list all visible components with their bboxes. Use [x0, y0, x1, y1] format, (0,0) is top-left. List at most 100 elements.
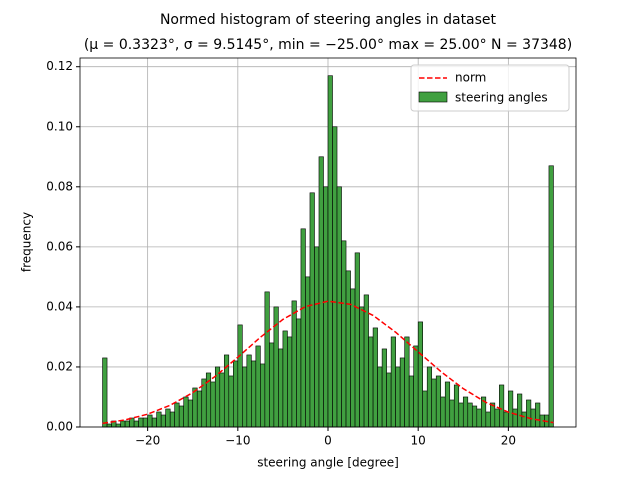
histogram-bar: [359, 306, 365, 428]
histogram-bar: [192, 387, 198, 428]
y-tick-label: 0.02: [46, 359, 73, 373]
x-tick-label: 20: [501, 434, 516, 448]
histogram-bar: [282, 330, 288, 428]
histogram-bar: [354, 252, 360, 428]
histogram-bar: [462, 396, 469, 428]
histogram-bar: [183, 396, 189, 428]
histogram-bar: [431, 378, 437, 428]
histogram-bar: [404, 336, 410, 428]
norm-curve: [102, 300, 554, 425]
histogram-bar: [512, 408, 518, 428]
y-tick-label: 0.08: [46, 179, 73, 193]
histogram-bar: [390, 336, 396, 428]
histogram-bar: [471, 405, 478, 428]
legend-swatch: [418, 91, 448, 103]
histogram-bar: [255, 345, 261, 428]
histogram-bar: [278, 348, 284, 428]
histogram-bar: [115, 423, 121, 428]
histogram-bar: [422, 390, 428, 428]
histogram-bar: [341, 240, 347, 428]
histogram-bar: [526, 399, 532, 428]
histogram-bar: [242, 366, 248, 428]
histogram-bar: [237, 324, 243, 428]
histogram-bar: [246, 354, 252, 428]
histogram-bar: [449, 399, 455, 428]
histogram-bar: [169, 411, 175, 428]
histogram-bar: [426, 366, 433, 428]
histogram-bar: [196, 390, 203, 428]
histogram-bar: [458, 402, 464, 428]
x-axis-label: steering angle [degree]: [257, 456, 399, 470]
histogram-bar: [476, 408, 482, 428]
histogram-bar: [327, 75, 333, 428]
histogram-bar: [314, 246, 320, 428]
histogram-bar: [305, 276, 311, 428]
legend-box: [410, 64, 570, 112]
histogram-bar: [287, 336, 293, 428]
x-tick-label: −20: [135, 434, 160, 448]
y-tick-label: 0.06: [46, 239, 73, 253]
histogram-bar: [494, 408, 500, 428]
histogram-bar: [160, 414, 166, 428]
histogram-bar: [102, 357, 108, 428]
histogram-bar: [517, 393, 523, 428]
y-tick-label: 0.04: [46, 299, 73, 313]
histogram-bar: [503, 411, 509, 428]
histogram-bar: [300, 228, 306, 428]
histogram-bar: [435, 375, 442, 428]
histogram-bar: [309, 192, 315, 428]
chart-title: Normed histogram of steering angles in d…: [160, 12, 497, 28]
histogram-bar: [444, 381, 451, 428]
histogram-bar: [413, 345, 419, 428]
histogram-bar: [138, 417, 144, 428]
x-tick-label: 0: [324, 434, 332, 448]
histogram-bar: [377, 366, 383, 428]
x-tick-label: 10: [411, 434, 426, 448]
histogram-bar: [233, 360, 239, 428]
histogram-bar: [521, 411, 527, 428]
histogram-bar: [467, 402, 473, 428]
histogram-bar: [156, 411, 162, 428]
histogram-bar: [399, 357, 405, 428]
histogram-bar: [174, 402, 180, 428]
histogram-bar: [219, 372, 225, 428]
histogram-bar: [178, 405, 185, 428]
histogram-bar: [291, 300, 297, 428]
histogram-bar: [332, 126, 338, 428]
histogram-bar: [417, 321, 423, 428]
histogram-bar: [440, 396, 446, 428]
histogram-bar: [508, 390, 514, 428]
histogram-bar: [210, 381, 216, 428]
histogram-bar: [228, 375, 234, 428]
histogram-bar: [345, 270, 351, 428]
histogram-bar: [151, 417, 157, 428]
histogram-bar: [485, 411, 491, 428]
histogram-bar: [386, 372, 392, 428]
y-axis-label: frequency: [20, 212, 34, 272]
histogram-bar: [269, 342, 275, 428]
chart-subtitle: (μ = 0.3323°, σ = 9.5145°, min = −25.00°…: [84, 37, 572, 53]
histogram-bar: [350, 288, 356, 428]
histogram-bar: [336, 186, 342, 428]
histogram-bar: [106, 423, 112, 428]
histogram-bar: [530, 408, 536, 428]
legend-label: steering angles: [455, 91, 548, 105]
histogram-bar: [535, 402, 541, 428]
histogram-bar: [142, 417, 148, 428]
y-tick-label: 0.12: [46, 59, 73, 73]
histogram-bar: [548, 165, 554, 428]
histogram-bar: [120, 420, 126, 428]
histogram-bar: [251, 360, 257, 428]
histogram-bar: [381, 348, 387, 428]
plot-frame: [79, 57, 577, 428]
y-tick-label: 0.00: [46, 420, 73, 434]
histogram-bar: [147, 414, 153, 428]
histogram-bar: [363, 294, 369, 428]
histogram-bar: [453, 384, 460, 428]
histogram-bar: [372, 327, 378, 428]
histogram-bar: [318, 156, 324, 428]
histogram-bar: [368, 336, 374, 428]
histogram-bar: [133, 420, 139, 428]
histogram-bar: [264, 291, 270, 428]
